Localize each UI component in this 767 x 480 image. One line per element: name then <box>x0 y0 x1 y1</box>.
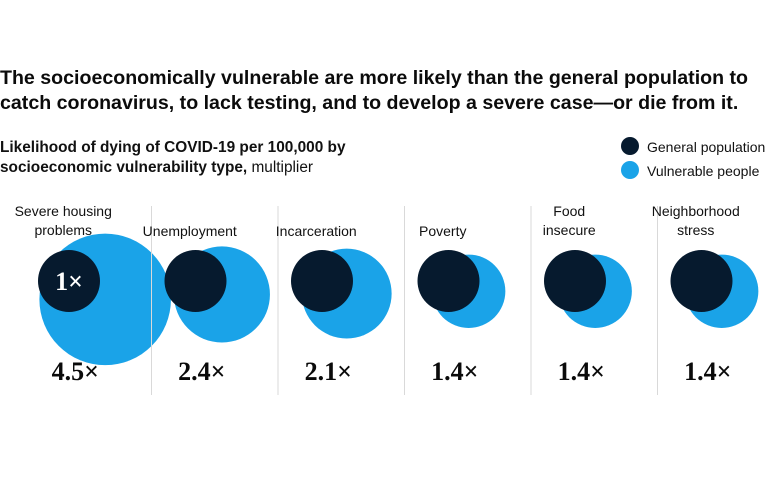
vulnerable-value-label: 2.4× <box>178 357 225 386</box>
legend-label-general: General population <box>647 139 766 155</box>
category-label: Incarceration <box>276 223 357 239</box>
headline-line-1: The socioeconomically vulnerable are mor… <box>0 67 749 89</box>
vulnerable-value-label: 1.4× <box>431 357 478 386</box>
category-label-line: Unemployment <box>143 223 237 239</box>
category-label: Poverty <box>419 223 466 239</box>
general-circle <box>670 250 733 312</box>
general-circle <box>164 250 227 312</box>
category-label: Unemployment <box>143 223 237 239</box>
category-label-line: stress <box>677 222 714 238</box>
category-label: Severe housing problems <box>15 203 112 238</box>
general-circle <box>291 250 353 312</box>
chart-subtitle: Likelihood of dying of COVID-19 per 100,… <box>0 138 346 178</box>
subtitle-line-1: Likelihood of dying of COVID-19 per 100,… <box>0 139 346 156</box>
vulnerable-value-label: 1.4× <box>684 357 731 386</box>
general-circle <box>38 250 100 312</box>
headline: The socioeconomically vulnerable are mor… <box>0 66 767 116</box>
general-circle <box>417 250 480 312</box>
vulnerable-value-label: 1.4× <box>558 357 605 386</box>
category-label: Neighborhood stress <box>652 203 740 238</box>
category-label: Food insecure <box>543 203 596 238</box>
category-label-line: Incarceration <box>276 223 357 239</box>
legend-swatch-vulnerable <box>621 161 639 179</box>
legend-label-vulnerable: Vulnerable people <box>647 163 760 179</box>
headline-line-2: catch coronavirus, to lack testing, and … <box>0 92 739 114</box>
vulnerable-value-label: 2.1× <box>305 357 352 386</box>
general-value-label: 1× <box>55 267 83 296</box>
category-label-line: insecure <box>543 222 596 238</box>
category-label-line: Poverty <box>419 223 466 239</box>
subtitle-unit: multiplier <box>247 159 314 176</box>
category-label-line: Food <box>553 203 585 219</box>
vulnerable-value-label: 4.5× <box>52 357 99 386</box>
category-label-line: Neighborhood <box>652 203 740 219</box>
category-label-line: Severe housing <box>15 203 112 219</box>
general-circle <box>544 250 606 312</box>
category-label-line: problems <box>34 222 92 238</box>
subtitle-line-2: socioeconomic vulnerability type, <box>0 159 248 176</box>
legend-swatch-general <box>621 137 639 155</box>
